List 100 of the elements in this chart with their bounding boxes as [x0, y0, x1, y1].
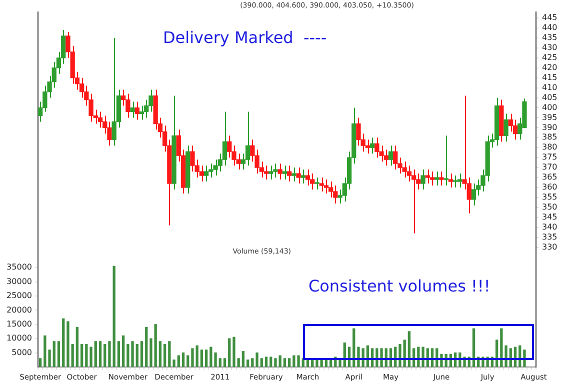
- bar: [504, 345, 508, 367]
- y-tick-label: 330: [542, 242, 558, 252]
- y2-tick-label: 5000: [12, 348, 32, 357]
- bar: [90, 346, 92, 367]
- bar: [52, 341, 56, 367]
- bar: [292, 355, 296, 367]
- bar: [38, 358, 42, 367]
- bar: [264, 356, 268, 367]
- bar: [94, 341, 97, 367]
- bar: [168, 341, 171, 367]
- y-tick-label: 445: [542, 13, 558, 22]
- candlestick: [452, 175, 458, 188]
- bar: [98, 341, 102, 367]
- bar: [218, 358, 222, 367]
- y-tick-label: 350: [542, 202, 558, 212]
- y-tick-label: 440: [542, 23, 558, 32]
- y-tick-label: 335: [542, 232, 558, 242]
- bar: [145, 326, 148, 367]
- bar: [288, 358, 291, 367]
- bar: [232, 336, 236, 367]
- y-tick-label: 365: [542, 172, 558, 182]
- bar: [177, 355, 180, 367]
- bar: [154, 324, 157, 367]
- y-tick-label: 375: [542, 152, 558, 162]
- y-tick-label: 360: [542, 182, 558, 192]
- y-tick-label: 370: [542, 162, 558, 172]
- bar: [242, 351, 245, 367]
- annotation: Delivery Marked ----: [162, 28, 327, 47]
- candlestick: [439, 171, 444, 186]
- candlestick: [314, 177, 320, 190]
- bar: [44, 335, 46, 367]
- annotation: Consistent volumes !!!: [308, 276, 490, 296]
- bar: [112, 266, 116, 367]
- bar: [228, 338, 231, 367]
- bar: [122, 335, 125, 367]
- y-tick-label: 410: [542, 82, 558, 92]
- bar: [210, 346, 212, 367]
- y-tick-label: 340: [542, 222, 558, 232]
- bar: [200, 350, 204, 367]
- bar: [80, 344, 84, 367]
- y-tick-label: 405: [542, 92, 558, 102]
- bar: [136, 344, 138, 367]
- y-tick-label: 380: [542, 142, 558, 152]
- bar: [297, 355, 300, 367]
- bar: [398, 344, 402, 367]
- y2-tick-label: 30000: [6, 276, 32, 286]
- bar: [85, 344, 88, 367]
- bar: [283, 358, 286, 367]
- bar: [246, 360, 250, 367]
- bar: [71, 344, 74, 367]
- bar: [260, 358, 263, 367]
- bar: [108, 341, 111, 367]
- y-tick-label: 385: [542, 132, 558, 142]
- bar: [104, 344, 106, 367]
- candlestick: [296, 167, 301, 184]
- y-tick-label: 395: [542, 112, 558, 122]
- bar: [204, 350, 208, 367]
- bar: [251, 358, 254, 367]
- bar: [150, 338, 152, 367]
- bar: [270, 356, 272, 367]
- y-tick-label: 415: [542, 72, 558, 82]
- bar: [158, 341, 162, 367]
- y-tick-label: 400: [542, 102, 558, 112]
- bar: [422, 346, 424, 367]
- bar: [131, 341, 134, 367]
- y2-tick-label: 10000: [6, 334, 32, 343]
- y-tick-label: 355: [542, 192, 558, 202]
- y-tick-label: 390: [542, 122, 558, 132]
- bar: [66, 321, 70, 367]
- bar: [316, 360, 318, 367]
- y2-tick-label: 20000: [6, 305, 32, 314]
- bar: [117, 341, 120, 367]
- bar: [256, 352, 258, 367]
- bar: [182, 352, 185, 367]
- bar: [274, 358, 277, 367]
- y2-tick-label: 15000: [6, 319, 32, 328]
- bar: [357, 346, 360, 367]
- bar: [140, 341, 144, 367]
- y-tick-label: 420: [542, 62, 558, 72]
- bar: [57, 341, 60, 367]
- bar: [126, 344, 130, 367]
- y-tick-label: 430: [542, 42, 558, 52]
- bar: [214, 352, 217, 367]
- y-tick-label: 345: [542, 212, 558, 222]
- bar: [76, 326, 79, 367]
- bar: [278, 355, 282, 367]
- bar: [191, 348, 194, 367]
- bar: [163, 344, 166, 367]
- bar: [172, 360, 176, 367]
- bar: [223, 358, 226, 367]
- y2-tick-label: 35000: [6, 262, 32, 272]
- y2-tick-label: 25000: [6, 291, 32, 300]
- y-tick-label: 425: [542, 52, 558, 62]
- bar: [48, 350, 51, 367]
- bar: [62, 318, 65, 367]
- candlestick: [444, 135, 448, 186]
- y-tick-label: 435: [542, 33, 558, 42]
- bar: [196, 345, 198, 367]
- bar: [237, 358, 240, 367]
- bar: [186, 355, 190, 367]
